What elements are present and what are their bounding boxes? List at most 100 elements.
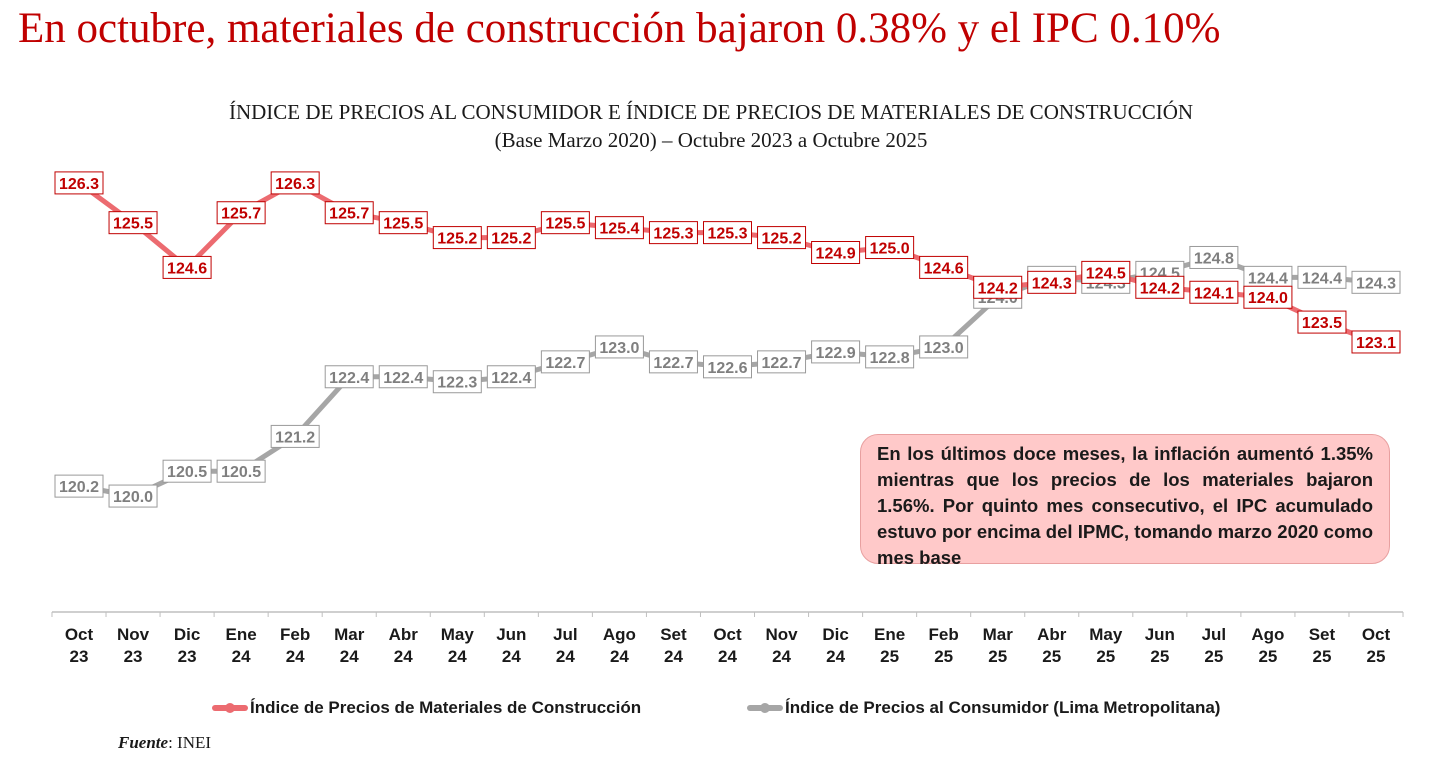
svg-text:125.5: 125.5 bbox=[545, 216, 585, 233]
data-label-cpi: 122.4 bbox=[378, 365, 428, 389]
svg-text:123.5: 123.5 bbox=[1302, 315, 1342, 332]
data-label-materials: 125.5 bbox=[378, 211, 428, 235]
svg-text:124.0: 124.0 bbox=[1248, 290, 1288, 307]
data-label-materials: 126.3 bbox=[54, 171, 104, 195]
x-tick-label: Ene 24 bbox=[226, 625, 257, 666]
svg-text:124.4: 124.4 bbox=[1302, 270, 1342, 287]
svg-text:125.4: 125.4 bbox=[599, 221, 639, 238]
data-label-materials: 124.6 bbox=[919, 255, 969, 279]
data-label-cpi: 123.0 bbox=[594, 335, 644, 359]
legend-item-cpi: Índice de Precios al Consumidor (Lima Me… bbox=[747, 697, 1220, 719]
data-label-cpi: 123.0 bbox=[919, 335, 969, 359]
svg-text:122.4: 122.4 bbox=[329, 370, 369, 387]
svg-text:124.3: 124.3 bbox=[1032, 275, 1072, 292]
svg-text:121.2: 121.2 bbox=[275, 429, 315, 446]
data-label-materials: 124.1 bbox=[1189, 280, 1239, 304]
source-label: Fuente bbox=[118, 733, 169, 752]
svg-text:120.5: 120.5 bbox=[221, 464, 261, 481]
svg-text:122.6: 122.6 bbox=[707, 360, 747, 377]
x-tick-label: Dic 23 bbox=[174, 625, 200, 666]
x-tick-label: Jun 25 bbox=[1145, 625, 1175, 666]
svg-text:124.6: 124.6 bbox=[924, 260, 964, 277]
data-label-cpi: 121.2 bbox=[270, 424, 320, 448]
data-label-cpi: 120.5 bbox=[162, 459, 212, 483]
data-label-materials: 125.3 bbox=[703, 221, 752, 245]
data-label-materials: 124.0 bbox=[1243, 285, 1293, 309]
x-tick-label: Nov 24 bbox=[765, 625, 798, 666]
x-tick-label: Dic 24 bbox=[822, 625, 848, 666]
x-tick-label: Abr 24 bbox=[389, 625, 419, 666]
data-label-materials: 124.9 bbox=[811, 241, 861, 264]
svg-text:122.7: 122.7 bbox=[545, 355, 585, 372]
data-label-materials: 125.7 bbox=[216, 201, 266, 225]
x-tick-label: Ene 25 bbox=[874, 625, 905, 666]
data-label-cpi: 124.4 bbox=[1243, 265, 1293, 289]
data-label-cpi: 122.9 bbox=[811, 340, 861, 364]
x-tick-label: Ago 24 bbox=[603, 625, 636, 666]
x-tick-label: Abr 25 bbox=[1037, 625, 1067, 666]
chart-subtitle: (Base Marzo 2020) – Octubre 2023 a Octub… bbox=[494, 128, 928, 152]
data-label-cpi: 122.8 bbox=[865, 345, 915, 369]
source-note: Fuente: INEI bbox=[118, 733, 211, 753]
svg-text:124.8: 124.8 bbox=[1194, 250, 1234, 267]
data-label-cpi: 120.5 bbox=[216, 459, 266, 483]
data-label-cpi: 124.8 bbox=[1189, 245, 1239, 269]
data-labels: 120.2 120.0 120.5 120.5 121.2 122.4 122.4 122.3… bbox=[54, 171, 1401, 508]
svg-text:124.2: 124.2 bbox=[1140, 280, 1180, 297]
data-label-materials: 124.2 bbox=[1135, 275, 1185, 299]
svg-text:125.3: 125.3 bbox=[707, 226, 747, 243]
x-tick-label: Mar 25 bbox=[983, 625, 1014, 666]
x-tick-label: May 25 bbox=[1089, 625, 1123, 666]
svg-text:124.3: 124.3 bbox=[1356, 275, 1396, 292]
svg-text:124.5: 124.5 bbox=[1086, 265, 1126, 282]
x-tick-label: Oct 24 bbox=[713, 625, 742, 666]
data-label-cpi: 122.4 bbox=[324, 365, 374, 389]
x-tick-label: Jul 25 bbox=[1202, 625, 1227, 666]
svg-text:125.5: 125.5 bbox=[113, 216, 153, 233]
svg-text:125.3: 125.3 bbox=[653, 226, 693, 243]
svg-text:120.0: 120.0 bbox=[113, 489, 153, 506]
source-separator: : bbox=[168, 733, 178, 752]
data-label-materials: 125.3 bbox=[648, 221, 698, 245]
data-label-materials: 125.2 bbox=[486, 226, 536, 250]
x-axis: Oct 23 Nov 23 Dic 23 Ene 24 Feb 24 Mar 24 Abr 24 May 24… bbox=[51, 611, 1404, 666]
svg-text:122.7: 122.7 bbox=[762, 355, 802, 372]
svg-text:123.1: 123.1 bbox=[1356, 335, 1396, 352]
data-label-materials: 123.1 bbox=[1351, 330, 1401, 354]
svg-text:126.3: 126.3 bbox=[275, 176, 315, 193]
data-label-materials: 124.6 bbox=[162, 255, 212, 279]
svg-text:125.0: 125.0 bbox=[870, 241, 910, 258]
x-tick-label: Set 25 bbox=[1309, 625, 1336, 666]
legend-item-materials: Índice de Precios de Materiales de Const… bbox=[212, 697, 641, 719]
svg-text:122.4: 122.4 bbox=[383, 370, 423, 387]
svg-text:120.2: 120.2 bbox=[59, 479, 99, 496]
data-label-materials: 126.3 bbox=[270, 171, 320, 195]
x-tick-label: Mar 24 bbox=[334, 625, 365, 666]
data-label-cpi: 122.4 bbox=[486, 365, 536, 389]
svg-text:125.2: 125.2 bbox=[762, 231, 802, 248]
data-label-materials: 123.5 bbox=[1297, 310, 1347, 334]
x-tick-label: Oct 25 bbox=[1362, 625, 1391, 666]
data-label-cpi: 120.0 bbox=[108, 484, 158, 508]
svg-text:122.9: 122.9 bbox=[816, 345, 856, 362]
chart-title: ÍNDICE DE PRECIOS AL CONSUMIDOR E ÍNDICE… bbox=[228, 100, 1194, 124]
svg-text:122.4: 122.4 bbox=[491, 370, 531, 387]
x-tick-label: Nov 23 bbox=[117, 625, 150, 666]
svg-text:122.3: 122.3 bbox=[437, 375, 477, 392]
svg-text:122.7: 122.7 bbox=[653, 355, 693, 372]
legend-swatch-materials bbox=[212, 697, 248, 719]
data-label-cpi: 120.2 bbox=[54, 474, 104, 498]
svg-text:125.2: 125.2 bbox=[491, 231, 531, 248]
data-label-materials: 125.2 bbox=[757, 226, 807, 250]
svg-text:125.5: 125.5 bbox=[383, 216, 423, 233]
data-label-cpi: 122.6 bbox=[703, 355, 752, 379]
svg-text:126.3: 126.3 bbox=[59, 176, 99, 193]
svg-text:125.2: 125.2 bbox=[437, 231, 477, 248]
data-label-cpi: 124.4 bbox=[1297, 265, 1347, 289]
svg-text:124.1: 124.1 bbox=[1194, 285, 1234, 302]
legend-label-materials: Índice de Precios de Materiales de Const… bbox=[250, 698, 642, 717]
svg-text:124.6: 124.6 bbox=[167, 260, 207, 277]
data-label-cpi: 122.7 bbox=[648, 350, 698, 374]
data-label-materials: 125.2 bbox=[432, 226, 482, 250]
